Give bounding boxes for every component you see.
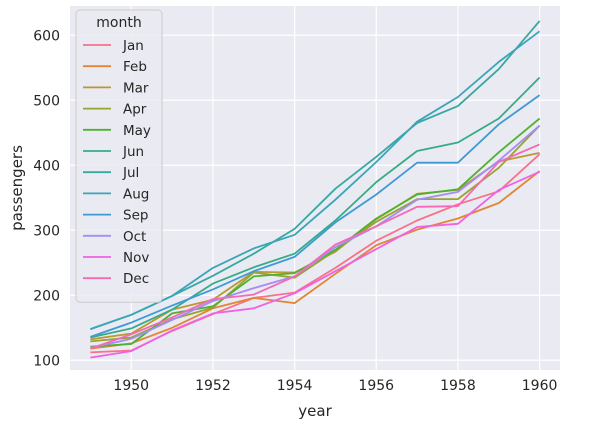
series-line-sep — [90, 94, 541, 338]
y-tick-label: 600 — [33, 28, 60, 44]
series-line-nov — [90, 170, 540, 359]
x-tick-label: 1952 — [195, 378, 231, 394]
legend-label-jul: Jul — [122, 165, 139, 181]
legend-frame — [75, 9, 163, 303]
series-line-oct — [90, 124, 541, 349]
legend-label-jun: Jun — [122, 144, 144, 160]
y-tick-label: 500 — [33, 93, 60, 109]
series-line-aug — [90, 30, 541, 330]
legend-label-apr: Apr — [123, 102, 147, 118]
y-tick-label: 200 — [33, 288, 60, 304]
x-axis-ticks: 1950 1952 1954 1956 1958 1960 — [113, 378, 557, 394]
series-line-dec — [90, 143, 540, 350]
legend-label-may: May — [123, 123, 151, 139]
y-tick-label: 300 — [33, 223, 60, 239]
series-line-feb — [90, 170, 541, 350]
x-axis-label: year — [298, 402, 332, 420]
y-tick-label: 400 — [33, 158, 60, 174]
legend-label-feb: Feb — [123, 59, 147, 75]
legend-label-oct: Oct — [123, 229, 146, 245]
x-tick-label: 1958 — [440, 378, 476, 394]
x-tick-label: 1954 — [277, 378, 313, 394]
legend-label-nov: Nov — [123, 250, 149, 266]
x-tick-label: 1956 — [358, 378, 394, 394]
legend-label-sep: Sep — [123, 208, 148, 224]
y-tick-label: 100 — [33, 353, 60, 369]
x-tick-label: 1960 — [522, 378, 558, 394]
series-lines — [90, 20, 541, 359]
legend-label-mar: Mar — [123, 80, 149, 96]
y-axis-label: passengers — [8, 145, 26, 231]
legend-label-aug: Aug — [123, 186, 149, 202]
x-tick-label: 1950 — [113, 378, 149, 394]
legend: month Jan Feb Mar Apr May Jun Jul Aug Sep Oct Nov D… — [75, 9, 163, 303]
legend-label-jan: Jan — [122, 38, 144, 54]
series-line-jun — [90, 76, 541, 339]
legend-title: month — [96, 15, 141, 31]
y-axis-ticks: 100 200 300 400 500 600 — [33, 28, 60, 369]
legend-label-dec: Dec — [123, 271, 149, 287]
